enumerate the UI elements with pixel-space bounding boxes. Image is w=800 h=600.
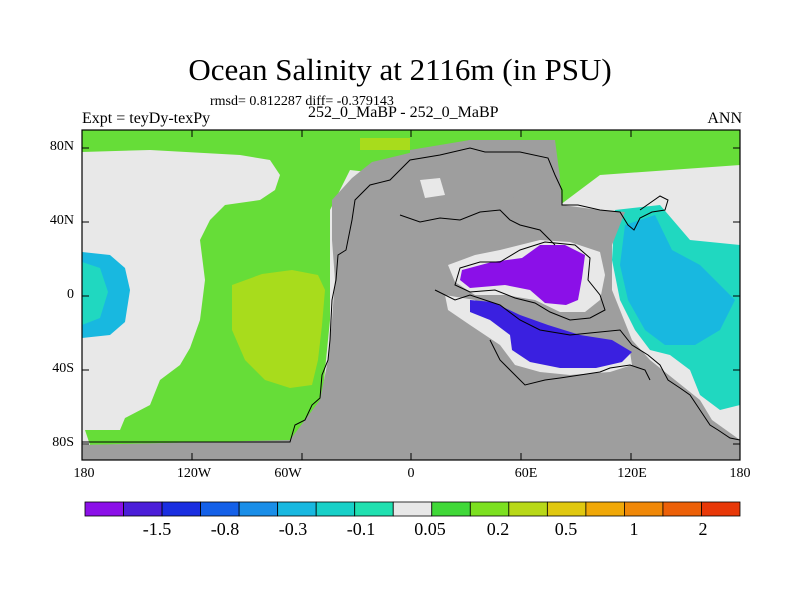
colorbar-swatch bbox=[392, 501, 433, 517]
southern-outline bbox=[489, 339, 651, 386]
stats-label: rmsd= 0.812287 diff= -0.379143 bbox=[210, 94, 394, 109]
tethys-outer-outline bbox=[434, 289, 741, 441]
colorbar-label: 0.2 bbox=[486, 519, 510, 539]
season-label: ANN bbox=[707, 110, 742, 127]
colorbar-swatch bbox=[585, 501, 625, 517]
colorbar-swatch bbox=[84, 501, 124, 517]
x-tick-label-120w: 120W bbox=[176, 466, 212, 481]
y-tick-label-40s: 40S bbox=[52, 361, 74, 376]
tick-marks bbox=[81, 130, 741, 460]
y-tick-label-0: 0 bbox=[67, 287, 74, 302]
colorbar-swatch bbox=[469, 501, 510, 517]
colorbar-swatch bbox=[200, 501, 240, 517]
colorbar-swatch bbox=[315, 501, 356, 517]
colorbar-swatch bbox=[546, 501, 587, 517]
colorbar-swatch bbox=[662, 501, 702, 517]
positive-mid-strip bbox=[360, 138, 410, 150]
colorbar-swatch bbox=[431, 501, 471, 517]
tethys-outline bbox=[454, 241, 606, 321]
x-tick-label-180w: 180 bbox=[73, 466, 95, 481]
colorbar bbox=[84, 501, 741, 517]
map-field bbox=[82, 130, 740, 460]
colorbar-swatch bbox=[624, 501, 664, 517]
positive-low-region bbox=[82, 130, 740, 445]
colorbar-swatch bbox=[277, 501, 317, 517]
positive-mid-region bbox=[232, 270, 325, 388]
colorbar-label: 0.05 bbox=[414, 519, 446, 539]
colorbar-swatch bbox=[238, 501, 279, 517]
colorbar-label: -0.1 bbox=[346, 519, 376, 539]
colorbar-label: -0.3 bbox=[278, 519, 308, 539]
colorbar-swatch bbox=[123, 501, 163, 517]
x-tick-label-60e: 60E bbox=[514, 466, 538, 481]
colorbar-swatch bbox=[701, 501, 741, 517]
x-tick-label-0: 0 bbox=[407, 466, 415, 481]
north-inlet bbox=[420, 178, 445, 198]
colorbar-swatch bbox=[354, 501, 394, 517]
y-tick-label-80n: 80N bbox=[49, 139, 74, 154]
north-outline bbox=[399, 209, 556, 246]
plot-title: Ocean Salinity at 2116m (in PSU) bbox=[188, 52, 612, 87]
colorbar-swatch bbox=[508, 501, 548, 517]
colorbar-label: -1.5 bbox=[142, 519, 172, 539]
colorbar-label: 1 bbox=[629, 519, 639, 539]
northern-land bbox=[410, 140, 560, 215]
negative-cyan-east bbox=[620, 215, 735, 345]
coastline bbox=[82, 147, 669, 443]
pangaea-land bbox=[82, 140, 740, 460]
negative-extreme-inner bbox=[460, 245, 585, 305]
x-tick-label-180e: 180 bbox=[729, 466, 751, 481]
y-tick-label-80s: 80S bbox=[52, 435, 74, 450]
negative-strong-inner bbox=[470, 300, 632, 368]
experiment-label: Expt = teyDy-texPy bbox=[82, 110, 211, 127]
case-label: 252_0_MaBP - 252_0_MaBP bbox=[308, 104, 499, 121]
y-tick-label-40n: 40N bbox=[49, 213, 74, 228]
colorbar-label: 0.5 bbox=[554, 519, 578, 539]
x-tick-label-120e: 120E bbox=[617, 466, 647, 481]
colorbar-label: 2 bbox=[698, 519, 708, 539]
x-tick-label-60w: 60W bbox=[274, 466, 302, 481]
colorbar-label: -0.8 bbox=[210, 519, 240, 539]
colorbar-swatch bbox=[161, 501, 201, 517]
negative-teal-west bbox=[82, 262, 108, 325]
